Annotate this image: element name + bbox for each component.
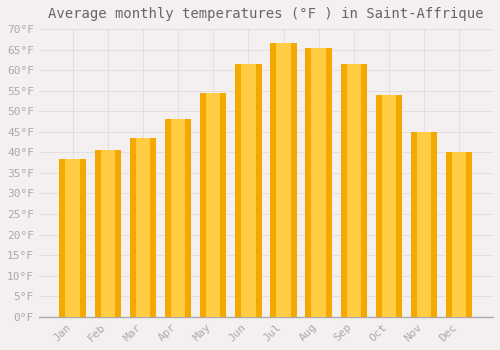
Bar	[340, 64, 367, 317]
Bar	[376, 95, 402, 317]
Bar	[206, 93, 220, 317]
Bar	[276, 43, 291, 317]
Bar	[452, 152, 466, 317]
Bar	[270, 43, 296, 317]
Bar	[165, 119, 191, 317]
Bar	[417, 132, 432, 317]
Bar	[306, 48, 332, 317]
Title: Average monthly temperatures (°F ) in Saint-Affrique: Average monthly temperatures (°F ) in Sa…	[48, 7, 484, 21]
Bar	[136, 138, 150, 317]
Bar	[446, 152, 472, 317]
Bar	[100, 150, 115, 317]
Bar	[200, 93, 226, 317]
Bar	[66, 159, 80, 317]
Bar	[60, 159, 86, 317]
Bar	[382, 95, 396, 317]
Bar	[241, 64, 256, 317]
Bar	[312, 48, 326, 317]
Bar	[130, 138, 156, 317]
Bar	[94, 150, 121, 317]
Bar	[411, 132, 438, 317]
Bar	[235, 64, 262, 317]
Bar	[346, 64, 361, 317]
Bar	[171, 119, 186, 317]
